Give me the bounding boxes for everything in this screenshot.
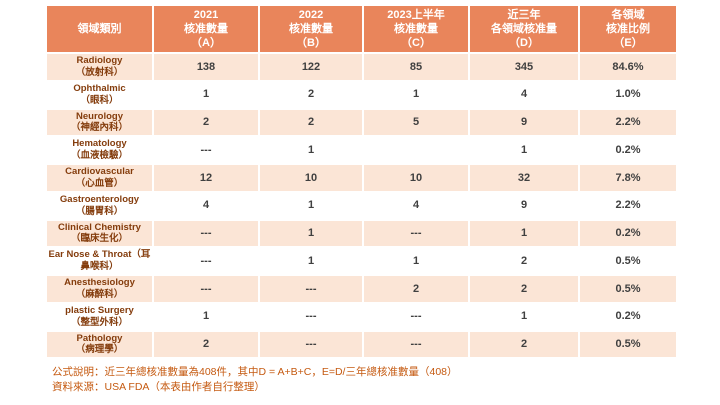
value-cell: 85 [362, 52, 470, 82]
value-cell: 4 [152, 190, 260, 221]
value-cell: 4 [468, 79, 580, 110]
table-row: Anesthesiology （麻醉科） --- --- 2 2 0.5% [45, 274, 678, 304]
table-row: Gastroenterology （腸胃科） 4 1 4 9 2.2% [45, 190, 678, 221]
category-cell: Cardiovascular （心血管） [45, 163, 154, 193]
value-cell: 1 [258, 135, 364, 165]
value-cell: --- [152, 135, 260, 165]
header-category: 領域類別 [45, 4, 154, 54]
value-cell: --- [152, 246, 260, 276]
value-cell [362, 135, 470, 165]
table-row: Neurology （神經內科） 2 2 5 9 2.2% [45, 107, 678, 138]
category-cell: Pathology （病理學） [45, 329, 154, 360]
value-cell: 1 [258, 190, 364, 221]
value-cell: 2 [258, 107, 364, 138]
value-cell: --- [362, 301, 470, 332]
header-2022-count: 2022 核准數量 （B） [258, 4, 364, 54]
header-three-year-total: 近三年 各領域核准量 （D） [468, 4, 580, 54]
value-cell: 122 [258, 52, 364, 82]
footnote-formula: 公式說明：近三年總核准數量為408件，其中D = A+B+C，E=D/三年總核准… [52, 366, 458, 379]
value-cell: 4 [362, 190, 470, 221]
value-cell: 2 [468, 246, 580, 276]
value-cell: 0.5% [578, 329, 678, 360]
value-cell: 1 [258, 218, 364, 249]
category-cell: Clinical Chemistry （臨床生化） [45, 218, 154, 249]
category-cell: Anesthesiology （麻醉科） [45, 274, 154, 304]
value-cell: 0.2% [578, 301, 678, 332]
value-cell: 2 [258, 79, 364, 110]
value-cell: 1 [258, 246, 364, 276]
value-cell: 9 [468, 190, 580, 221]
value-cell: 1 [362, 246, 470, 276]
value-cell: 138 [152, 52, 260, 82]
table-row: Clinical Chemistry （臨床生化） --- 1 --- 1 0.2% [45, 218, 678, 249]
category-cell: plastic Surgery （整型外科） [45, 301, 154, 332]
footnotes: 公式說明：近三年總核准數量為408件，其中D = A+B+C，E=D/三年總核准… [52, 365, 676, 395]
category-cell: Ear Nose & Throat（耳鼻喉科） [45, 246, 154, 276]
value-cell: 12 [152, 163, 260, 193]
category-cell: Gastroenterology （腸胃科） [45, 190, 154, 221]
value-cell: 0.2% [578, 218, 678, 249]
table-row: Ear Nose & Throat（耳鼻喉科） --- 1 1 2 0.5% [45, 246, 678, 276]
value-cell: --- [152, 218, 260, 249]
header-2021-count: 2021 核准數量 （A） [152, 4, 260, 54]
table-row: plastic Surgery （整型外科） 1 --- --- 1 0.2% [45, 301, 678, 332]
table-header: 領域類別 2021 核准數量 （A） 2022 核准數量 （B） 2023上半年… [45, 4, 678, 54]
value-cell: 10 [258, 163, 364, 193]
header-approval-ratio: 各領域 核准比例 （E） [578, 4, 678, 54]
value-cell: 0.5% [578, 246, 678, 276]
header-row: 領域類別 2021 核准數量 （A） 2022 核准數量 （B） 2023上半年… [45, 4, 678, 54]
value-cell: 1.0% [578, 79, 678, 110]
value-cell: 2 [152, 107, 260, 138]
value-cell: 7.8% [578, 163, 678, 193]
value-cell: 9 [468, 107, 580, 138]
table-row: Radiology （放射科） 138 122 85 345 84.6% [45, 52, 678, 82]
value-cell: 0.2% [578, 135, 678, 165]
value-cell: 2.2% [578, 107, 678, 138]
table-row: Pathology （病理學） 2 --- --- 2 0.5% [45, 329, 678, 360]
value-cell: 2 [152, 329, 260, 360]
value-cell: --- [258, 329, 364, 360]
category-cell: Neurology （神經內科） [45, 107, 154, 138]
value-cell: 1 [152, 301, 260, 332]
table-row: Ophthalmic （眼科） 1 2 1 4 1.0% [45, 79, 678, 110]
value-cell: 0.5% [578, 274, 678, 304]
table-body: Radiology （放射科） 138 122 85 345 84.6% Ophthalmi… [45, 52, 678, 360]
value-cell: --- [362, 329, 470, 360]
value-cell: 32 [468, 163, 580, 193]
value-cell: 2 [468, 329, 580, 360]
value-cell: 5 [362, 107, 470, 138]
value-cell: 2 [362, 274, 470, 304]
value-cell: 2 [468, 274, 580, 304]
value-cell: --- [362, 218, 470, 249]
value-cell: 2.2% [578, 190, 678, 221]
footnote-source: 資料來源：USA FDA（本表由作者自行整理） [52, 381, 265, 394]
value-cell: --- [258, 301, 364, 332]
header-2023h1-count: 2023上半年 核准數量 （C） [362, 4, 470, 54]
fda-approval-table: 領域類別 2021 核准數量 （A） 2022 核准數量 （B） 2023上半年… [45, 4, 678, 360]
value-cell: 1 [468, 218, 580, 249]
table-row: Cardiovascular （心血管） 12 10 10 32 7.8% [45, 163, 678, 193]
table-row: Hematology （血液檢驗） --- 1 1 0.2% [45, 135, 678, 165]
value-cell: --- [152, 274, 260, 304]
value-cell: 1 [362, 79, 470, 110]
category-cell: Hematology （血液檢驗） [45, 135, 154, 165]
value-cell: --- [258, 274, 364, 304]
value-cell: 10 [362, 163, 470, 193]
value-cell: 1 [468, 301, 580, 332]
value-cell: 345 [468, 52, 580, 82]
value-cell: 1 [468, 135, 580, 165]
category-cell: Ophthalmic （眼科） [45, 79, 154, 110]
value-cell: 84.6% [578, 52, 678, 82]
category-cell: Radiology （放射科） [45, 52, 154, 82]
value-cell: 1 [152, 79, 260, 110]
